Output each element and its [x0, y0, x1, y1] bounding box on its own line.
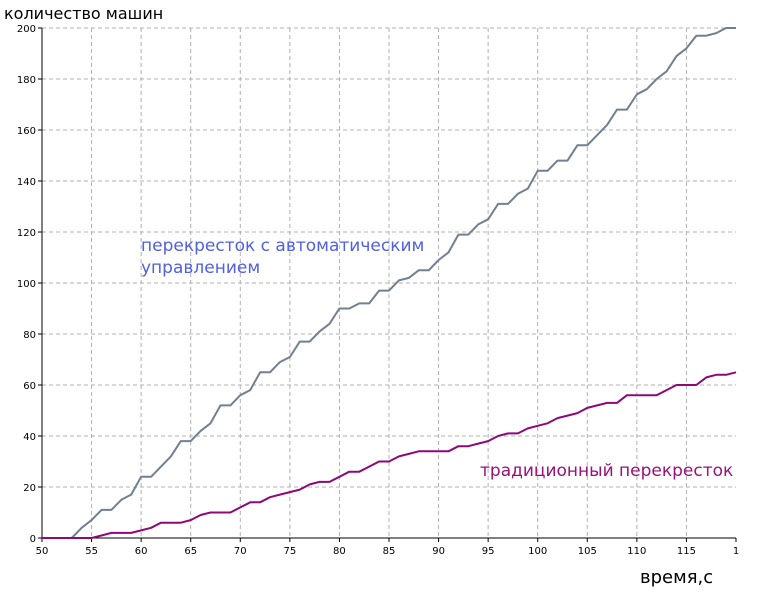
x-tick-label: 115 [677, 546, 696, 557]
y-tick-label: 100 [17, 279, 36, 290]
y-tick-label: 160 [17, 126, 36, 137]
grid [42, 27, 736, 538]
x-tick-label: 55 [85, 546, 98, 557]
x-tick-label: 105 [578, 546, 597, 557]
annotation-label: управлением [141, 258, 260, 278]
x-tick-label: 1 [733, 546, 739, 557]
y-tick-label: 180 [17, 75, 36, 86]
x-tick-label: 95 [482, 546, 495, 557]
x-tick-label: 100 [528, 546, 547, 557]
y-tick-label: 80 [23, 330, 36, 341]
y-tick-label: 200 [17, 24, 36, 35]
y-tick-label: 60 [23, 381, 36, 392]
axes [38, 27, 737, 542]
series-line-1 [42, 371, 737, 539]
x-tick-label: 110 [627, 546, 646, 557]
y-tick-label: 40 [23, 432, 36, 443]
x-tick-label: 50 [36, 546, 49, 557]
x-tick-label: 85 [383, 546, 396, 557]
x-tick-label: 60 [135, 546, 148, 557]
y-tick-label: 140 [17, 177, 36, 188]
y-tick-label: 120 [17, 228, 36, 239]
series-line-0 [42, 27, 736, 539]
x-tick-label: 80 [333, 546, 346, 557]
series-lines [42, 27, 737, 539]
y-tick-label: 0 [30, 534, 36, 545]
x-tick-label: 65 [184, 546, 197, 557]
x-tick-label: 75 [283, 546, 296, 557]
y-axis-title: количество машин [4, 4, 163, 23]
y-tick-label: 20 [23, 483, 36, 494]
x-axis-title: время,с [640, 567, 713, 588]
annotation-label: перекресток с автоматическим [141, 236, 424, 256]
x-tick-label: 90 [432, 546, 445, 557]
annotation-label: традиционный перекресток [480, 461, 733, 481]
x-tick-label: 70 [234, 546, 247, 557]
